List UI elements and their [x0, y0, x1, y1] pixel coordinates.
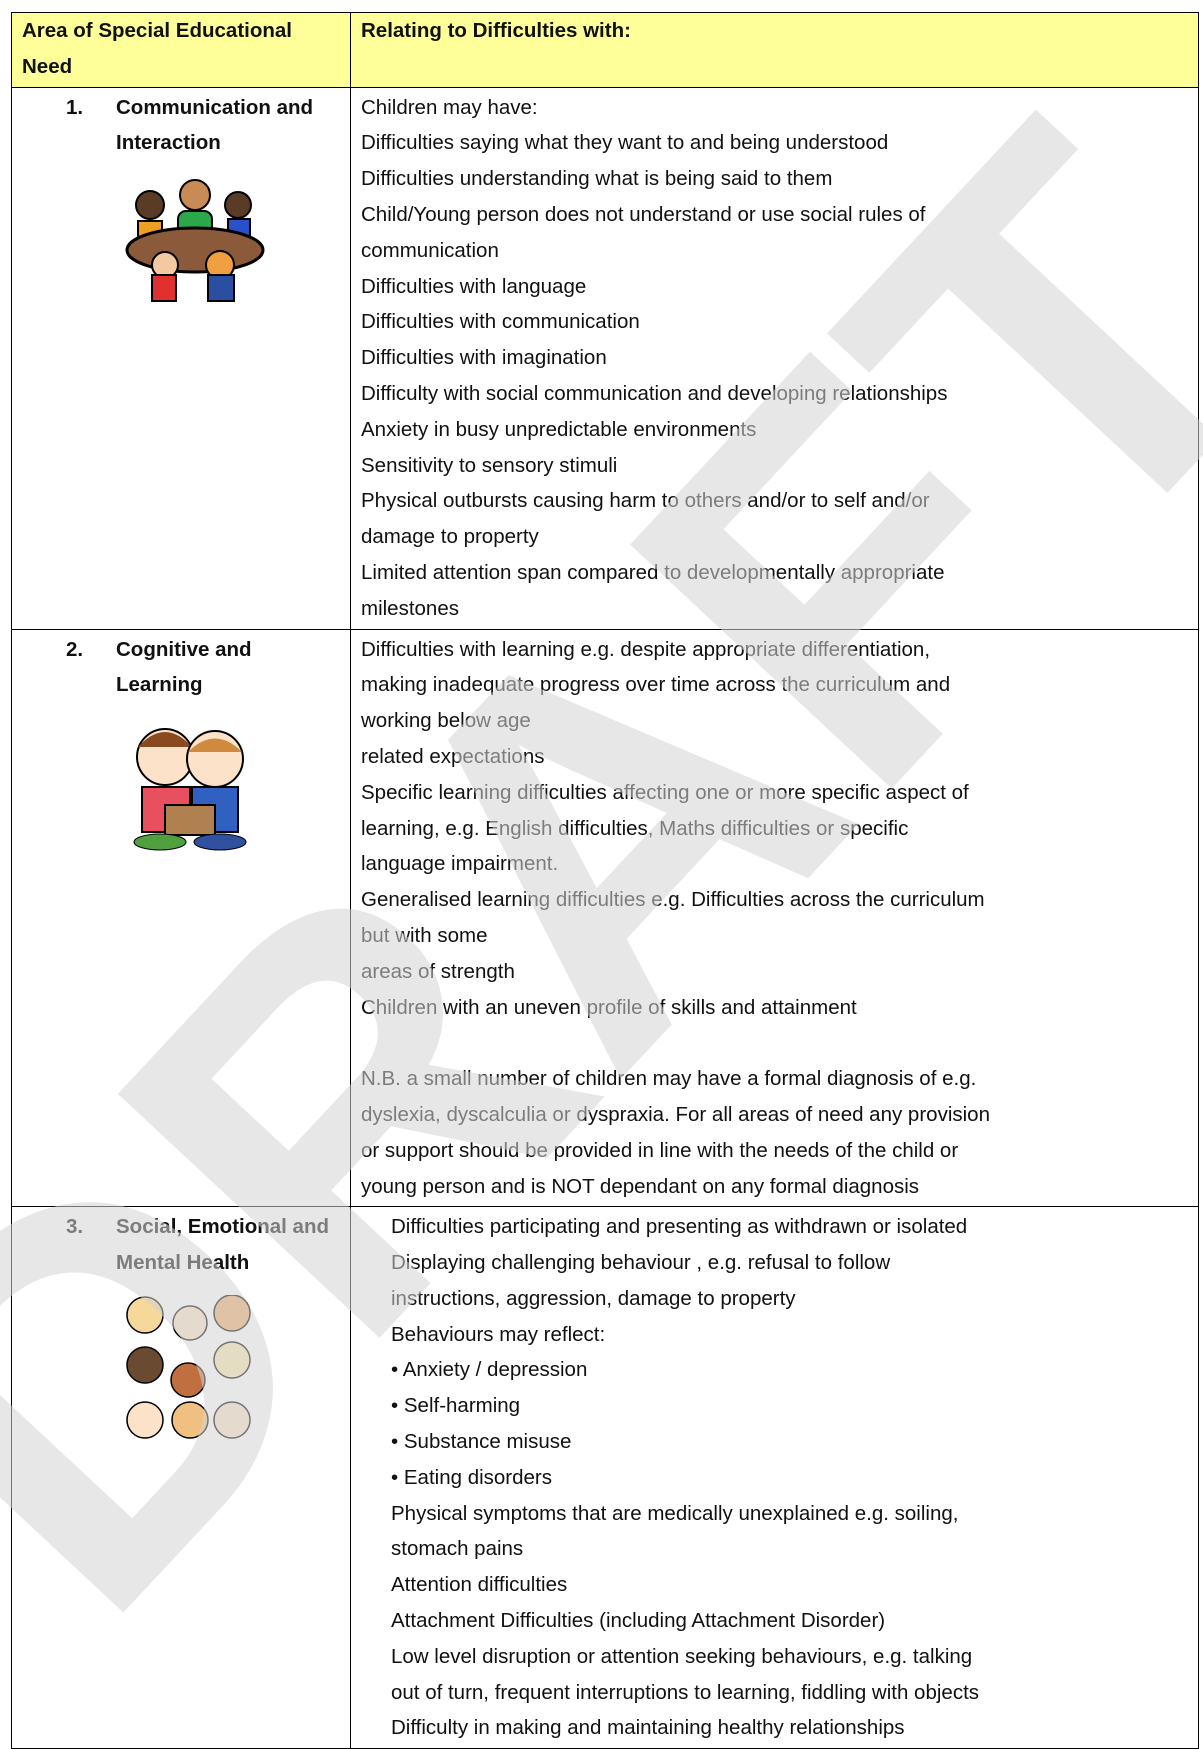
text-line: dyslexia, dyscalculia or dyspraxia. For … — [361, 1102, 990, 1126]
text-line: • Anxiety / depression — [391, 1358, 588, 1382]
text-line: Limited attention span compared to devel… — [361, 560, 945, 584]
text-line: Attachment Difficulties (including Attac… — [391, 1609, 886, 1633]
table-body: 1. Communication and Interaction Children … — [11, 86, 1199, 1749]
text-line: but with some — [361, 923, 488, 947]
text-line: Attention difficulties — [391, 1573, 568, 1597]
table-row: 3. Social, Emotional and Mental Health Dif… — [11, 1206, 1199, 1749]
paragraph: Children may have: Difficulties saying wh… — [361, 90, 1188, 627]
text-line: related expectations — [361, 744, 545, 768]
text-line: areas of strength — [361, 959, 515, 983]
header-cell: Relating to Difficulties with: — [350, 12, 1199, 88]
text-line: Difficulty with social communication and… — [361, 381, 948, 405]
icon-image — [126, 1294, 251, 1439]
text-line: young person and is NOT dependant on any… — [361, 1174, 920, 1198]
area-icon — [120, 717, 340, 869]
text-line: Child/Young person does not understand o… — [361, 202, 926, 226]
text-line: Generalised learning difficulties e.g. D… — [361, 888, 985, 912]
text-line: instructions, aggression, damage to prop… — [391, 1286, 796, 1310]
text-line: learning, e.g. English difficulties, Mat… — [361, 816, 909, 840]
area-title: Communication and Interaction — [116, 95, 314, 155]
text-line: out of turn, frequent interruptions to l… — [391, 1680, 980, 1704]
paragraph: Difficulties with learning e.g. despite … — [361, 632, 1188, 1026]
area-heading: 1. Communication and Interaction — [66, 90, 340, 162]
text-line: stomach pains — [391, 1537, 524, 1561]
text-line: Difficulties understanding what is being… — [361, 167, 833, 191]
text-line: Sensitivity to sensory stimuli — [361, 453, 618, 477]
icon-image — [125, 179, 265, 303]
text-line: Low level disruption or attention seekin… — [391, 1644, 973, 1668]
area-cell: 2. Cognitive and Learning — [11, 628, 351, 1208]
icon-image — [133, 728, 247, 851]
text-line: making inadequate progress over time acr… — [361, 673, 951, 697]
area-icon — [120, 175, 340, 317]
description-cell: Children may have: Difficulties saying wh… — [350, 86, 1199, 630]
text-line: Displaying challenging behaviour , e.g. … — [391, 1251, 891, 1275]
text-line: Behaviours may reflect: — [391, 1322, 606, 1346]
area-icon — [120, 1294, 340, 1457]
needs-table: Area of Special Educational Need Relatin… — [11, 12, 1199, 1749]
area-title: Cognitive and Learning — [116, 637, 252, 697]
text-line: Difficulties with learning e.g. despite … — [361, 637, 931, 661]
header-row: Area of Special Educational Need Relatin… — [11, 12, 1199, 88]
text-line: Physical outbursts causing harm to other… — [361, 489, 930, 513]
text-line: N.B. a small number of children may have… — [361, 1067, 977, 1091]
area-cell: 1. Communication and Interaction — [11, 86, 351, 630]
description-cell: Difficulties participating and presentin… — [350, 1206, 1199, 1749]
paragraph: Difficulties participating and presentin… — [391, 1209, 1188, 1746]
text-line: language impairment. — [361, 852, 559, 876]
text-line: Children may have: — [361, 95, 538, 119]
header-cell: Area of Special Educational Need — [11, 12, 351, 88]
text-line: Children with an uneven profile of skill… — [361, 995, 857, 1019]
text-line: Difficulties with imagination — [361, 346, 607, 370]
text-line: Difficulty in making and maintaining hea… — [391, 1716, 905, 1740]
text-line: Anxiety in busy unpredictable environmen… — [361, 417, 757, 441]
text-line: Difficulties with language — [361, 274, 587, 298]
text-line: Physical symptoms that are medically une… — [391, 1501, 959, 1525]
text-line: Specific learning difficulties affecting… — [361, 780, 969, 804]
area-title: Social, Emotional and Mental Health — [116, 1215, 330, 1275]
area-number: 3. — [66, 1215, 84, 1239]
paragraph: N.B. a small number of children may have… — [361, 1061, 1188, 1204]
area-number: 1. — [66, 95, 84, 119]
text-line: working below age — [361, 709, 531, 733]
text-line: • Self-harming — [391, 1394, 521, 1418]
text-line: • Substance misuse — [391, 1430, 572, 1454]
text-line: communication — [361, 238, 499, 262]
description-cell: Difficulties with learning e.g. despite … — [350, 628, 1199, 1208]
area-heading: 2. Cognitive and Learning — [66, 632, 340, 704]
text-line: Difficulties with communication — [361, 310, 640, 334]
table-row: 1. Communication and Interaction Children … — [11, 86, 1199, 630]
text-line: milestones — [361, 596, 459, 620]
text-line: • Eating disorders — [391, 1465, 553, 1489]
area-heading: 3. Social, Emotional and Mental Health — [66, 1209, 340, 1281]
area-number: 2. — [66, 637, 84, 661]
table-row: 2. Cognitive and Learning Difficulties wit… — [11, 628, 1199, 1208]
text-line: damage to property — [361, 525, 539, 549]
text-line: Difficulties participating and presentin… — [391, 1215, 968, 1239]
area-cell: 3. Social, Emotional and Mental Health — [11, 1206, 351, 1749]
text-line: or support should be provided in line wi… — [361, 1138, 959, 1162]
text-line: Difficulties saying what they want to an… — [361, 131, 889, 155]
